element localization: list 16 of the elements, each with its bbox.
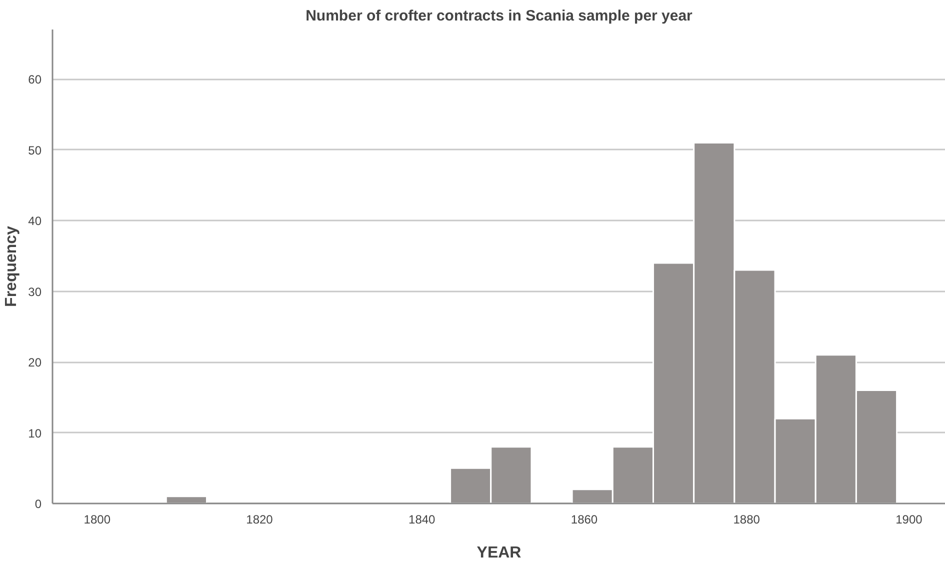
y-tick-label: 0 — [34, 497, 42, 511]
y-axis-title: Frequency — [3, 226, 20, 307]
x-tick-label: 1840 — [408, 512, 436, 526]
y-tick-label: 20 — [28, 356, 42, 370]
x-tick-label: 1880 — [733, 512, 760, 526]
y-tick-label: 60 — [28, 72, 42, 87]
x-tick-label: 1860 — [570, 512, 598, 526]
x-tick-label: 1900 — [896, 512, 923, 526]
x-axis-title: YEAR — [476, 544, 522, 562]
x-tick-label: 1800 — [84, 512, 111, 526]
y-tick-label: 50 — [28, 143, 42, 158]
y-tick-label: 30 — [28, 284, 42, 299]
y-tick-label: 40 — [28, 214, 42, 228]
x-tick-label: 1820 — [246, 512, 274, 526]
chart-title: Number of crofter contracts in Scania sample per year — [306, 8, 693, 24]
y-tick-label: 10 — [28, 426, 42, 440]
